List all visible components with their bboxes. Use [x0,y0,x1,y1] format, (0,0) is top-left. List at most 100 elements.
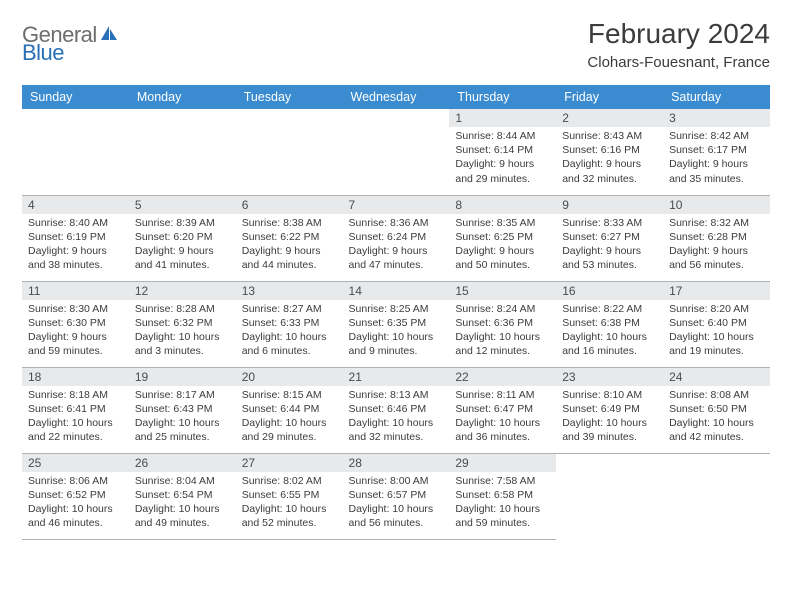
sunset-line: Sunset: 6:41 PM [28,402,123,416]
calendar-cell [556,453,663,539]
calendar-cell: 23 Sunrise: 8:10 AMSunset: 6:49 PMDayligh… [556,367,663,453]
day-details: Sunrise: 8:28 AMSunset: 6:32 PMDaylight:… [129,300,236,363]
day-details: Sunrise: 8:20 AMSunset: 6:40 PMDaylight:… [663,300,770,363]
day-details: Sunrise: 8:24 AMSunset: 6:36 PMDaylight:… [449,300,556,363]
sunrise-line: Sunrise: 8:04 AM [135,474,230,488]
day-details: Sunrise: 8:08 AMSunset: 6:50 PMDaylight:… [663,386,770,449]
daylight-line: Daylight: 10 hours and 56 minutes. [349,502,444,530]
calendar-week: 11Sunrise: 8:30 AMSunset: 6:30 PMDayligh… [22,281,770,367]
calendar-week: 4Sunrise: 8:40 AMSunset: 6:19 PMDaylight… [22,195,770,281]
daylight-line: Daylight: 10 hours and 59 minutes. [455,502,550,530]
sunrise-line: Sunrise: 8:15 AM [242,388,337,402]
calendar-cell: 16Sunrise: 8:22 AMSunset: 6:38 PMDayligh… [556,281,663,367]
sunset-line: Sunset: 6:46 PM [349,402,444,416]
calendar-cell: 10Sunrise: 8:32 AMSunset: 6:28 PMDayligh… [663,195,770,281]
day-details: Sunrise: 8:15 AMSunset: 6:44 PMDaylight:… [236,386,343,449]
sunrise-line: Sunrise: 8:11 AM [455,388,550,402]
sunrise-line: Sunrise: 8:39 AM [135,216,230,230]
sunset-line: Sunset: 6:33 PM [242,316,337,330]
calendar-cell [236,109,343,195]
sunrise-line: Sunrise: 8:18 AM [28,388,123,402]
daylight-line: Daylight: 10 hours and 49 minutes. [135,502,230,530]
sunset-line: Sunset: 6:20 PM [135,230,230,244]
sunrise-line: Sunrise: 8:25 AM [349,302,444,316]
calendar-cell [343,109,450,195]
sunset-line: Sunset: 6:35 PM [349,316,444,330]
calendar-cell: 8Sunrise: 8:35 AMSunset: 6:25 PMDaylight… [449,195,556,281]
sunset-line: Sunset: 6:40 PM [669,316,764,330]
sunset-line: Sunset: 6:24 PM [349,230,444,244]
calendar-cell: 21Sunrise: 8:13 AMSunset: 6:46 PMDayligh… [343,367,450,453]
day-details: Sunrise: 8:11 AMSunset: 6:47 PMDaylight:… [449,386,556,449]
sunset-line: Sunset: 6:25 PM [455,230,550,244]
sunset-line: Sunset: 6:52 PM [28,488,123,502]
sunrise-line: Sunrise: 8:20 AM [669,302,764,316]
day-details: Sunrise: 8:32 AMSunset: 6:28 PMDaylight:… [663,214,770,277]
calendar-cell: 11Sunrise: 8:30 AMSunset: 6:30 PMDayligh… [22,281,129,367]
daylight-line: Daylight: 10 hours and 9 minutes. [349,330,444,358]
sunrise-line: Sunrise: 8:30 AM [28,302,123,316]
day-number: 7 [343,196,450,214]
daylight-line: Daylight: 9 hours and 38 minutes. [28,244,123,272]
day-header-row: Sunday Monday Tuesday Wednesday Thursday… [22,85,770,109]
daylight-line: Daylight: 9 hours and 50 minutes. [455,244,550,272]
day-details: Sunrise: 8:00 AMSunset: 6:57 PMDaylight:… [343,472,450,535]
day-details: Sunrise: 8:36 AMSunset: 6:24 PMDaylight:… [343,214,450,277]
sunrise-line: Sunrise: 8:44 AM [455,129,550,143]
sunrise-line: Sunrise: 8:28 AM [135,302,230,316]
sunset-line: Sunset: 6:14 PM [455,143,550,157]
calendar-cell: 15Sunrise: 8:24 AMSunset: 6:36 PMDayligh… [449,281,556,367]
calendar-cell: 19Sunrise: 8:17 AMSunset: 6:43 PMDayligh… [129,367,236,453]
calendar-week: 25Sunrise: 8:06 AMSunset: 6:52 PMDayligh… [22,453,770,539]
calendar-body: 1Sunrise: 8:44 AMSunset: 6:14 PMDaylight… [22,109,770,539]
day-number: 2 [556,109,663,127]
day-header: Thursday [449,85,556,109]
day-number: 23 [556,368,663,386]
daylight-line: Daylight: 9 hours and 47 minutes. [349,244,444,272]
sunrise-line: Sunrise: 8:00 AM [349,474,444,488]
sunset-line: Sunset: 6:28 PM [669,230,764,244]
sunrise-line: Sunrise: 8:40 AM [28,216,123,230]
calendar-cell: 25Sunrise: 8:06 AMSunset: 6:52 PMDayligh… [22,453,129,539]
sunrise-line: Sunrise: 8:42 AM [669,129,764,143]
day-details: Sunrise: 8:17 AMSunset: 6:43 PMDaylight:… [129,386,236,449]
day-number: 24 [663,368,770,386]
day-details: Sunrise: 8:27 AMSunset: 6:33 PMDaylight:… [236,300,343,363]
daylight-line: Daylight: 10 hours and 29 minutes. [242,416,337,444]
daylight-line: Daylight: 9 hours and 44 minutes. [242,244,337,272]
day-number: 25 [22,454,129,472]
calendar-cell: 3Sunrise: 8:42 AMSunset: 6:17 PMDaylight… [663,109,770,195]
logo-word2: Blue [22,40,64,65]
sunset-line: Sunset: 6:49 PM [562,402,657,416]
calendar-cell: 24Sunrise: 8:08 AMSunset: 6:50 PMDayligh… [663,367,770,453]
day-details: Sunrise: 8:44 AMSunset: 6:14 PMDaylight:… [449,127,556,190]
calendar-table: Sunday Monday Tuesday Wednesday Thursday… [22,85,770,540]
calendar-cell: 13Sunrise: 8:27 AMSunset: 6:33 PMDayligh… [236,281,343,367]
day-number: 18 [22,368,129,386]
calendar-week: 18Sunrise: 8:18 AMSunset: 6:41 PMDayligh… [22,367,770,453]
day-number: 26 [129,454,236,472]
daylight-line: Daylight: 9 hours and 53 minutes. [562,244,657,272]
sunrise-line: Sunrise: 8:24 AM [455,302,550,316]
daylight-line: Daylight: 9 hours and 59 minutes. [28,330,123,358]
day-details: Sunrise: 8:40 AMSunset: 6:19 PMDaylight:… [22,214,129,277]
sunrise-line: Sunrise: 8:22 AM [562,302,657,316]
day-details: Sunrise: 8:18 AMSunset: 6:41 PMDaylight:… [22,386,129,449]
sunset-line: Sunset: 6:58 PM [455,488,550,502]
daylight-line: Daylight: 10 hours and 39 minutes. [562,416,657,444]
sunset-line: Sunset: 6:38 PM [562,316,657,330]
sunrise-line: Sunrise: 8:10 AM [562,388,657,402]
calendar-cell: 14Sunrise: 8:25 AMSunset: 6:35 PMDayligh… [343,281,450,367]
day-number: 17 [663,282,770,300]
day-number: 19 [129,368,236,386]
sunrise-line: Sunrise: 8:33 AM [562,216,657,230]
calendar-cell: 26Sunrise: 8:04 AMSunset: 6:54 PMDayligh… [129,453,236,539]
day-number: 28 [343,454,450,472]
calendar-cell: 28Sunrise: 8:00 AMSunset: 6:57 PMDayligh… [343,453,450,539]
calendar-cell: 29Sunrise: 7:58 AMSunset: 6:58 PMDayligh… [449,453,556,539]
day-number: 9 [556,196,663,214]
calendar-cell: 1Sunrise: 8:44 AMSunset: 6:14 PMDaylight… [449,109,556,195]
calendar-cell: 27Sunrise: 8:02 AMSunset: 6:55 PMDayligh… [236,453,343,539]
daylight-line: Daylight: 9 hours and 35 minutes. [669,157,764,185]
day-number: 22 [449,368,556,386]
